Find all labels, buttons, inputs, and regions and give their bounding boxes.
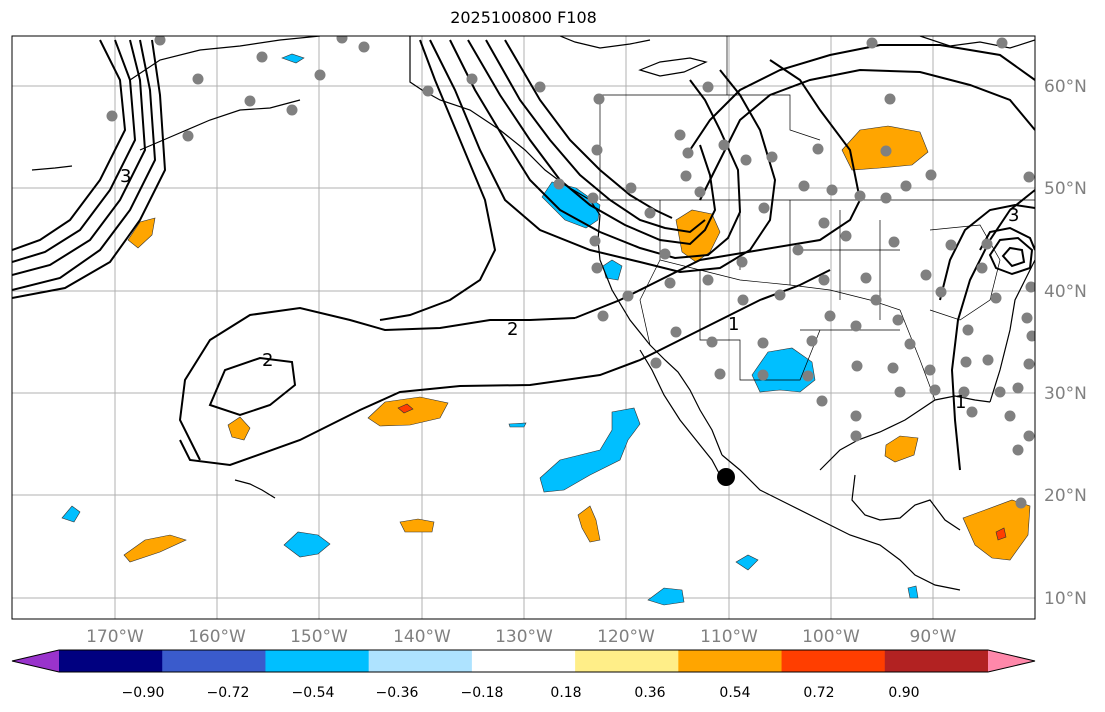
positive-anomaly [995, 527, 1007, 541]
lon-tick-label: 110°W [700, 627, 758, 647]
lon-tick-label: 170°W [86, 627, 144, 647]
lon-tick-labels: 170°W 160°W 150°W 140°W 130°W 120°W 110°… [86, 627, 957, 647]
contour-line [699, 68, 1035, 201]
contour-line [178, 306, 576, 461]
colorbar-tick-label: −0.18 [461, 685, 504, 701]
lat-tick-labels: 10°N 20°N 30°N 40°N 50°N 60°N [1044, 77, 1087, 609]
center-marker [717, 468, 735, 486]
colorbar-extend-max [988, 650, 1035, 672]
colorbar-segment [678, 650, 783, 672]
lon-tick-label: 90°W [910, 627, 957, 647]
negative-anomaly [281, 53, 305, 64]
negative-anomaly [283, 531, 331, 558]
colorbar-tick-label: −0.36 [376, 685, 419, 701]
contour-line [467, 39, 717, 246]
colorbar-tick-label: −0.72 [207, 685, 250, 701]
colorbar-segment [575, 650, 679, 672]
contour-label: 3 [1008, 205, 1019, 226]
positive-anomaly [123, 534, 187, 563]
contour-line [504, 39, 673, 219]
colorbar-tick-label: −0.54 [292, 685, 335, 701]
contour-line [12, 39, 157, 291]
contour-line [179, 269, 831, 467]
positive-anomaly [399, 518, 435, 533]
contour-label: 3 [120, 166, 131, 187]
contour-line [12, 39, 127, 251]
lon-tick-label: 160°W [188, 627, 246, 647]
lon-tick-label: 130°W [495, 627, 553, 647]
lon-tick-label: 100°W [802, 627, 860, 647]
colorbar-tick-label: 0.54 [719, 685, 750, 701]
map-frame [11, 35, 1036, 620]
negative-anomaly [907, 585, 919, 599]
lat-tick-label: 40°N [1044, 282, 1087, 302]
lat-tick-label: 20°N [1044, 486, 1087, 506]
colorbar-outline [11, 649, 1036, 673]
contour-label: 2 [507, 319, 518, 340]
colorbar [11, 649, 1036, 673]
positive-anomaly [227, 416, 251, 441]
negative-anomaly [539, 407, 641, 493]
negative-anomaly [61, 505, 81, 523]
map-title: 2025100800 F108 [450, 8, 597, 27]
colorbar-segment [265, 650, 370, 672]
colorbar-extend-min [12, 650, 59, 672]
lon-tick-label: 140°W [393, 627, 451, 647]
negative-anomaly [508, 422, 527, 428]
positive-anomaly [127, 217, 156, 249]
contour-line [988, 236, 1034, 276]
colorbar-tick-label: 0.90 [888, 685, 919, 701]
contour-line [689, 44, 1035, 151]
colorbar-tick-label: 0.72 [803, 685, 834, 701]
positive-anomaly [962, 499, 1031, 561]
colorbar-segment [884, 650, 989, 672]
positive-anomaly [397, 403, 414, 414]
colorbar-tick-label: 0.36 [634, 685, 665, 701]
contour-line [12, 39, 167, 299]
lat-tick-label: 30°N [1044, 384, 1087, 404]
contour-line [379, 39, 497, 321]
lon-tick-label: 120°W [597, 627, 655, 647]
station-markers [106, 36, 1035, 509]
lat-tick-label: 60°N [1044, 77, 1087, 97]
contour-line [12, 39, 147, 276]
negative-anomaly [602, 259, 623, 281]
lat-tick-label: 10°N [1044, 589, 1087, 609]
colorbar-tick-labels: −0.90 −0.72 −0.54 −0.36 −0.18 0.18 0.36 … [122, 685, 920, 701]
contour-label: 2 [262, 350, 273, 371]
negative-anomaly [735, 554, 759, 571]
contour-line [1001, 246, 1026, 268]
contour-line [939, 203, 1035, 301]
colorbar-segment [781, 650, 886, 672]
contour-line [12, 39, 137, 263]
lat-tick-label: 50°N [1044, 179, 1087, 199]
contour-label: 1 [728, 314, 739, 335]
contour-line [429, 39, 777, 274]
colorbar-segment [59, 650, 163, 672]
contour-label: 1 [955, 392, 966, 413]
positive-anomaly [577, 505, 601, 543]
colorbar-tick-label: 0.18 [550, 685, 581, 701]
negative-anomaly [647, 587, 685, 606]
colorbar-segment [368, 650, 473, 672]
contour-line [485, 39, 706, 234]
contour-line [208, 356, 297, 417]
positive-anomaly [884, 435, 919, 463]
negative-anomaly [751, 347, 816, 393]
contour-line [979, 226, 1035, 251]
lon-tick-label: 150°W [290, 627, 348, 647]
contour-labels: 3 2 2 1 1 3 [120, 166, 1019, 413]
gridlines [12, 36, 1035, 619]
colorbar-segment [162, 650, 266, 672]
contour-line [574, 59, 862, 319]
colorbar-tick-label: −0.90 [122, 685, 165, 701]
colorbar-segment [471, 650, 576, 672]
contour-line [950, 189, 1035, 471]
